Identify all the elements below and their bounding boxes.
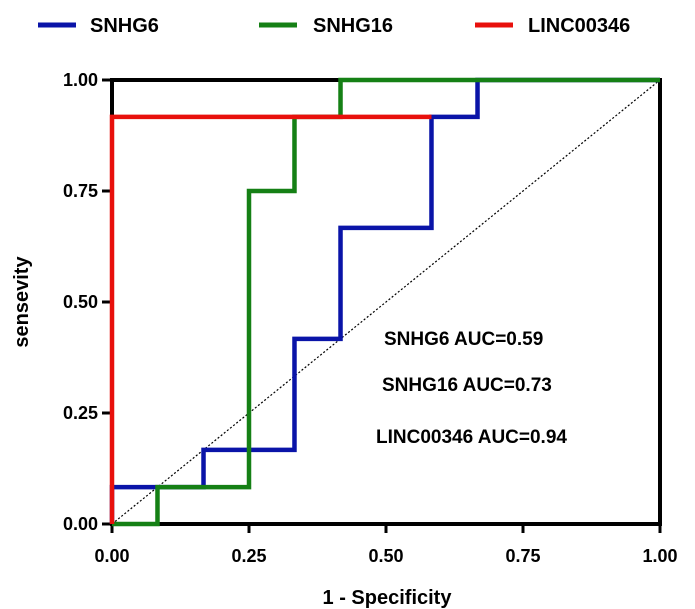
x-tick-label-2: 0.50 <box>368 546 403 566</box>
y-tick-label-0: 0.00 <box>63 514 98 534</box>
annotation-snhg6-auc: SNHG6 AUC=0.59 <box>384 329 543 350</box>
y-tick-label-2: 0.50 <box>63 292 98 312</box>
legend-label-snhg6: SNHG6 <box>90 15 159 37</box>
annotation-snhg16-auc: SNHG16 AUC=0.73 <box>382 375 552 396</box>
x-axis-label: 1 - Specificity <box>323 587 453 609</box>
auc-annotations: SNHG6 AUC=0.59 SNHG16 AUC=0.73 LINC00346… <box>376 329 567 448</box>
series-line-snhg16 <box>112 77 660 527</box>
legend-label-snhg16: SNHG16 <box>313 15 393 37</box>
legend-label-linc00346: LINC00346 <box>528 15 630 37</box>
y-axis-label: sensevity <box>11 256 33 348</box>
annotation-linc00346-auc: LINC00346 AUC=0.94 <box>376 427 567 448</box>
legend: SNHG6 SNHG16 LINC00346 <box>38 15 630 37</box>
x-tick-label-0: 0.00 <box>94 546 129 566</box>
x-tick-label-1: 0.25 <box>231 546 266 566</box>
x-tick-label-4: 1.00 <box>642 546 677 566</box>
x-tick-label-3: 0.75 <box>505 546 540 566</box>
y-tick-label-1: 0.25 <box>63 403 98 423</box>
reference-diagonal-line <box>111 79 661 525</box>
y-tick-label-4: 1.00 <box>63 70 98 90</box>
axis-ticks: 0.00 0.25 0.50 0.75 1.00 0.00 0.25 0.50 0.75 1.00 <box>63 70 678 566</box>
y-tick-label-3: 0.75 <box>63 181 98 201</box>
series-line-linc00346 <box>109 114 432 524</box>
